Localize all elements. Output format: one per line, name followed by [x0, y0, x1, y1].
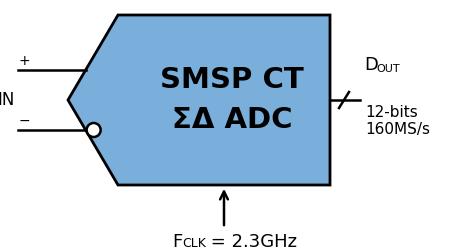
Text: SMSP CT: SMSP CT — [160, 66, 303, 94]
Text: F: F — [172, 233, 182, 247]
Text: OUT: OUT — [375, 64, 399, 74]
Text: CLK: CLK — [182, 237, 206, 247]
Text: +: + — [19, 54, 31, 68]
Text: 12-bits: 12-bits — [364, 105, 417, 120]
Text: D: D — [363, 56, 377, 74]
Polygon shape — [68, 15, 329, 185]
Text: = 2.3GHz: = 2.3GHz — [205, 233, 297, 247]
Text: ΣΔ ADC: ΣΔ ADC — [171, 106, 291, 134]
Text: 160MS/s: 160MS/s — [364, 122, 429, 137]
Circle shape — [86, 123, 101, 137]
Text: IN: IN — [0, 91, 15, 109]
Text: −: − — [19, 114, 31, 128]
